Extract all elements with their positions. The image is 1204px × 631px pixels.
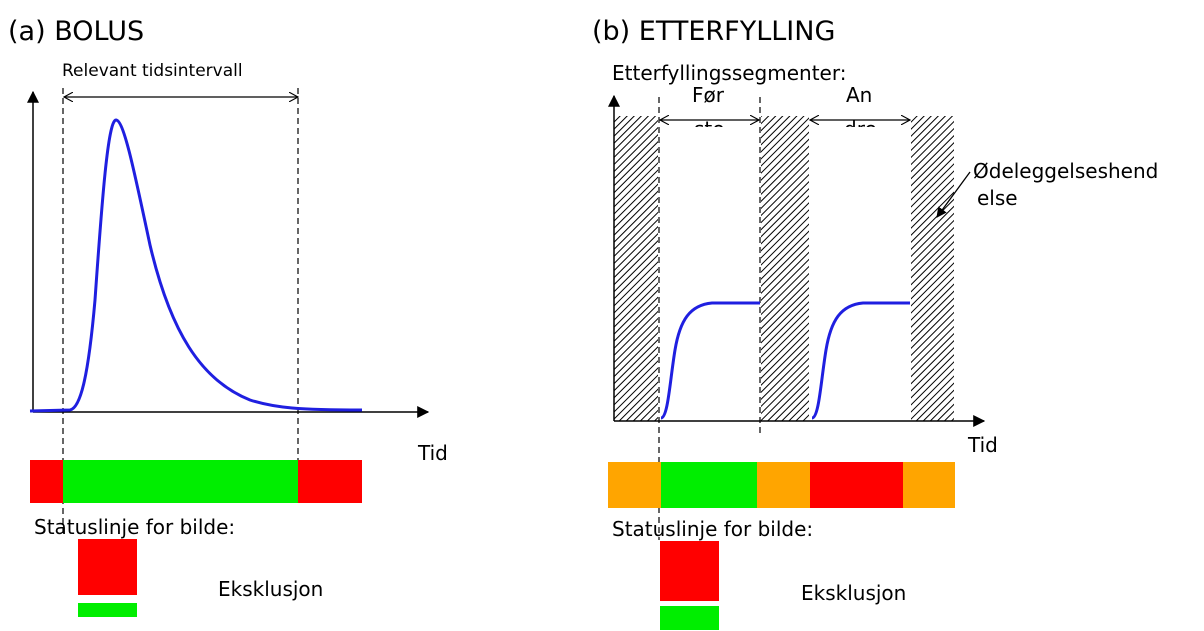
relevant-interval-label: Relevant tidsintervall: [62, 61, 243, 81]
status-segment-excluded-end: [298, 460, 362, 503]
status-segment-partial-3: [903, 462, 955, 508]
first-segment-label-line1: Før: [692, 83, 725, 107]
destruction-region-1: [614, 116, 658, 421]
x-axis-label-b: Tid: [967, 433, 998, 457]
legend-exclusion-swatch-b: [660, 541, 719, 601]
legend-inclusion-swatch-b: [660, 606, 719, 630]
segments-label: Etterfyllingssegmenter:: [612, 61, 846, 85]
bolus-curve: [29, 118, 363, 413]
destruction-event-label-line1: Ødeleggelseshend: [973, 159, 1158, 183]
status-line-label-b: Statuslinje for bilde:: [612, 517, 813, 541]
status-segment-partial-1: [608, 462, 661, 508]
legend-inclusion-swatch-a: [78, 603, 137, 617]
destruction-event-pointer: [936, 171, 971, 218]
legend-exclusion-swatch-a: [78, 539, 137, 595]
exclusion-label-b: Eksklusjon: [801, 581, 906, 605]
destruction-region-2: [761, 116, 809, 421]
label-mask-1: [680, 127, 750, 141]
status-segment-included-b: [661, 462, 757, 508]
status-segment-excluded-start: [30, 460, 63, 503]
x-axis-label-a: Tid: [417, 441, 448, 465]
panel-bolus: (a) BOLUS Relevant tidsintervall Tid Sta…: [8, 16, 448, 617]
status-segment-included: [63, 460, 298, 503]
label-mask-2: [830, 127, 900, 141]
refill-curve-first: [660, 301, 760, 420]
panel-refill: (b) ETTERFYLLING Etterfyllingssegmenter:…: [592, 16, 1158, 630]
status-line-label-a: Statuslinje for bilde:: [34, 515, 235, 539]
destruction-event-label-line2: else: [977, 186, 1018, 210]
refill-curve-second: [811, 301, 910, 420]
destruction-region-3: [911, 116, 954, 421]
panel-a-title: (a) BOLUS: [8, 16, 144, 47]
panel-b-title: (b) ETTERFYLLING: [592, 16, 835, 47]
second-segment-label-line1: An: [846, 83, 872, 107]
exclusion-label-a: Eksklusjon: [218, 577, 323, 601]
status-segment-excluded-b: [810, 462, 903, 508]
status-segment-partial-2: [757, 462, 810, 508]
